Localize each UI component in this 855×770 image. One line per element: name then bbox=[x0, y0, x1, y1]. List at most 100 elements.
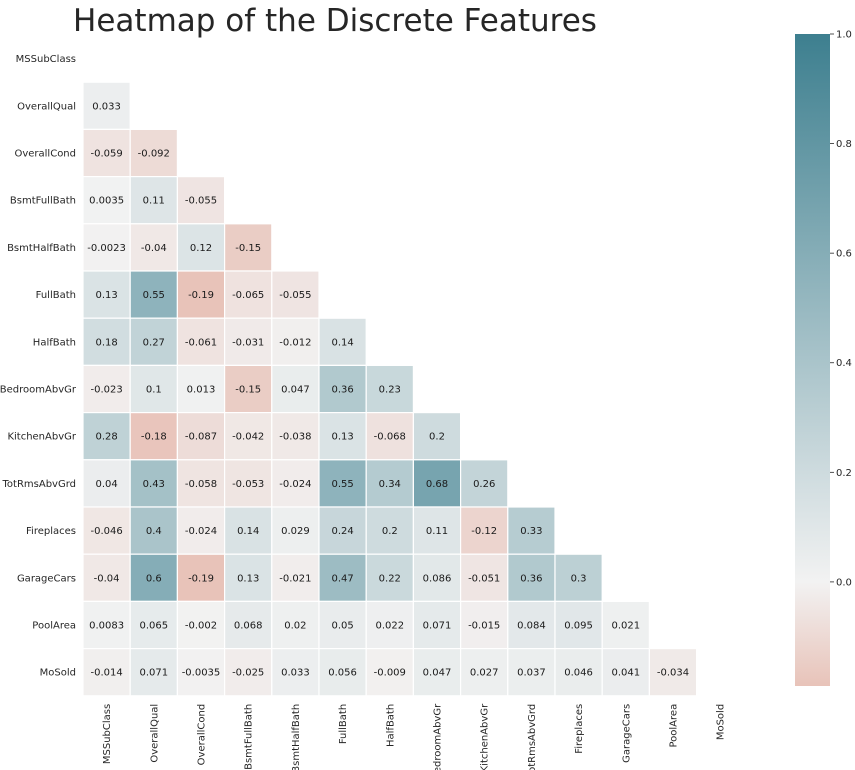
heatmap-cell bbox=[460, 459, 509, 508]
heatmap-cell bbox=[129, 600, 178, 650]
cell-value-label: 0.02 bbox=[284, 621, 306, 632]
y-tick-label: BsmtFullBath bbox=[10, 196, 76, 207]
y-tick-label: HalfBath bbox=[33, 337, 76, 348]
x-axis-labels: MSSubClass OverallQual OverallCond BsmtFull… bbox=[102, 703, 727, 770]
cell-value-label: -0.04 bbox=[94, 573, 120, 584]
cell-value-label: 0.086 bbox=[423, 573, 452, 584]
heatmap-cell bbox=[507, 600, 556, 650]
y-tick-label: BedroomAbvGr bbox=[0, 385, 77, 396]
heatmap-cell bbox=[507, 647, 556, 697]
x-tick-label: TotRmsAbvGrd bbox=[527, 704, 538, 770]
cell-value-label: 0.4 bbox=[146, 526, 162, 537]
y-tick-label: Fireplaces bbox=[26, 526, 76, 537]
x-tick-label: BsmtFullBath bbox=[244, 704, 255, 770]
heatmap-cell bbox=[176, 506, 226, 555]
cell-value-label: -0.058 bbox=[185, 479, 217, 490]
cell-value-label: -0.053 bbox=[232, 479, 264, 490]
colorbar-tick-label: 0.6 bbox=[836, 249, 852, 260]
cell-value-label: -0.19 bbox=[188, 290, 214, 301]
heatmap-cell bbox=[460, 647, 509, 697]
heatmap-cell bbox=[224, 647, 273, 697]
heatmap-cell bbox=[129, 223, 178, 272]
y-tick-label: OverallCond bbox=[14, 149, 76, 160]
cell-value-label: 0.0083 bbox=[89, 621, 124, 632]
heatmap-cell bbox=[224, 317, 273, 367]
cell-value-label: -0.002 bbox=[185, 621, 217, 632]
x-tick-label: BsmtHalfBath bbox=[291, 704, 302, 770]
cell-value-label: 0.43 bbox=[143, 479, 165, 490]
heatmap-cell bbox=[318, 647, 367, 697]
cell-value-label: -0.061 bbox=[185, 337, 217, 348]
cell-value-label: -0.059 bbox=[90, 149, 122, 160]
cell-value-label: -0.068 bbox=[374, 432, 406, 443]
heatmap-cell bbox=[648, 647, 698, 697]
cell-value-label: 0.021 bbox=[611, 621, 640, 632]
heatmap-cell bbox=[176, 317, 226, 367]
heatmap-cell bbox=[82, 459, 131, 508]
heatmap-cell bbox=[129, 317, 178, 367]
y-tick-label: BsmtHalfBath bbox=[7, 243, 76, 254]
cell-value-label: 0.27 bbox=[143, 337, 165, 348]
cell-value-label: 0.2 bbox=[382, 526, 398, 537]
colorbar-gradient bbox=[795, 34, 830, 686]
cell-value-label: 0.13 bbox=[331, 432, 353, 443]
cell-value-label: 0.05 bbox=[331, 621, 353, 632]
y-tick-label: PoolArea bbox=[32, 621, 76, 632]
heatmap-cell bbox=[82, 647, 131, 697]
cell-value-label: -0.19 bbox=[188, 573, 214, 584]
cell-value-label: -0.0035 bbox=[182, 668, 221, 679]
cell-value-label: 0.18 bbox=[95, 337, 117, 348]
cell-value-label: 0.1 bbox=[146, 385, 162, 396]
cell-value-label: 0.071 bbox=[139, 668, 168, 679]
colorbar-tick-label: 1.0 bbox=[836, 30, 852, 41]
cell-value-label: 0.065 bbox=[139, 621, 168, 632]
heatmap-cell bbox=[271, 317, 320, 367]
cell-value-label: -0.055 bbox=[185, 196, 217, 207]
heatmap-cell bbox=[365, 647, 415, 697]
heatmap-cell bbox=[82, 506, 131, 555]
cell-value-label: 0.027 bbox=[470, 668, 499, 679]
cell-value-label: 0.056 bbox=[328, 668, 357, 679]
cell-value-label: 0.55 bbox=[143, 290, 165, 301]
cell-value-label: 0.084 bbox=[517, 621, 546, 632]
cell-value-label: 0.11 bbox=[143, 196, 165, 207]
heatmap-cell bbox=[176, 176, 226, 225]
heatmap-cell bbox=[129, 364, 178, 414]
x-tick-label: MSSubClass bbox=[102, 704, 113, 764]
x-tick-label: GarageCars bbox=[621, 704, 632, 763]
cell-value-label: -0.042 bbox=[232, 432, 264, 443]
heatmap-cell bbox=[318, 317, 367, 367]
cell-value-label: -0.009 bbox=[374, 668, 406, 679]
cell-value-label: -0.038 bbox=[279, 432, 311, 443]
cell-value-label: 0.068 bbox=[234, 621, 263, 632]
colorbar-tick-label: 0.2 bbox=[836, 468, 852, 479]
cell-value-label: 0.34 bbox=[379, 479, 401, 490]
heatmap-cell bbox=[318, 506, 367, 555]
cell-value-label: 0.24 bbox=[331, 526, 353, 537]
cell-value-label: -0.012 bbox=[279, 337, 311, 348]
cell-value-label: 0.36 bbox=[520, 573, 542, 584]
cell-value-label: 0.23 bbox=[379, 385, 401, 396]
cell-value-label: -0.051 bbox=[468, 573, 500, 584]
heatmap-cell bbox=[224, 600, 273, 650]
cell-value-label: -0.15 bbox=[235, 243, 261, 254]
cell-value-label: 0.26 bbox=[473, 479, 495, 490]
heatmap-cell bbox=[224, 553, 273, 603]
cell-value-label: 0.071 bbox=[423, 621, 452, 632]
cell-value-label: -0.024 bbox=[185, 526, 217, 537]
cell-value-label: 0.029 bbox=[281, 526, 310, 537]
cell-value-label: 0.14 bbox=[331, 337, 353, 348]
colorbar-tick-label: 0.8 bbox=[836, 139, 852, 150]
y-tick-label: TotRmsAbvGrd bbox=[2, 479, 77, 490]
x-tick-label: FullBath bbox=[338, 704, 349, 744]
heatmap-cell bbox=[82, 364, 131, 414]
heatmap-cell bbox=[82, 128, 131, 178]
cell-value-label: -0.021 bbox=[279, 573, 311, 584]
cell-value-label: 0.14 bbox=[237, 526, 259, 537]
heatmap-cell bbox=[460, 506, 509, 555]
cell-value-label: -0.15 bbox=[235, 385, 261, 396]
heatmap-cell bbox=[507, 506, 556, 555]
heatmap-cell bbox=[176, 647, 226, 697]
cell-value-label: -0.12 bbox=[471, 526, 497, 537]
cell-value-label: -0.18 bbox=[141, 432, 167, 443]
